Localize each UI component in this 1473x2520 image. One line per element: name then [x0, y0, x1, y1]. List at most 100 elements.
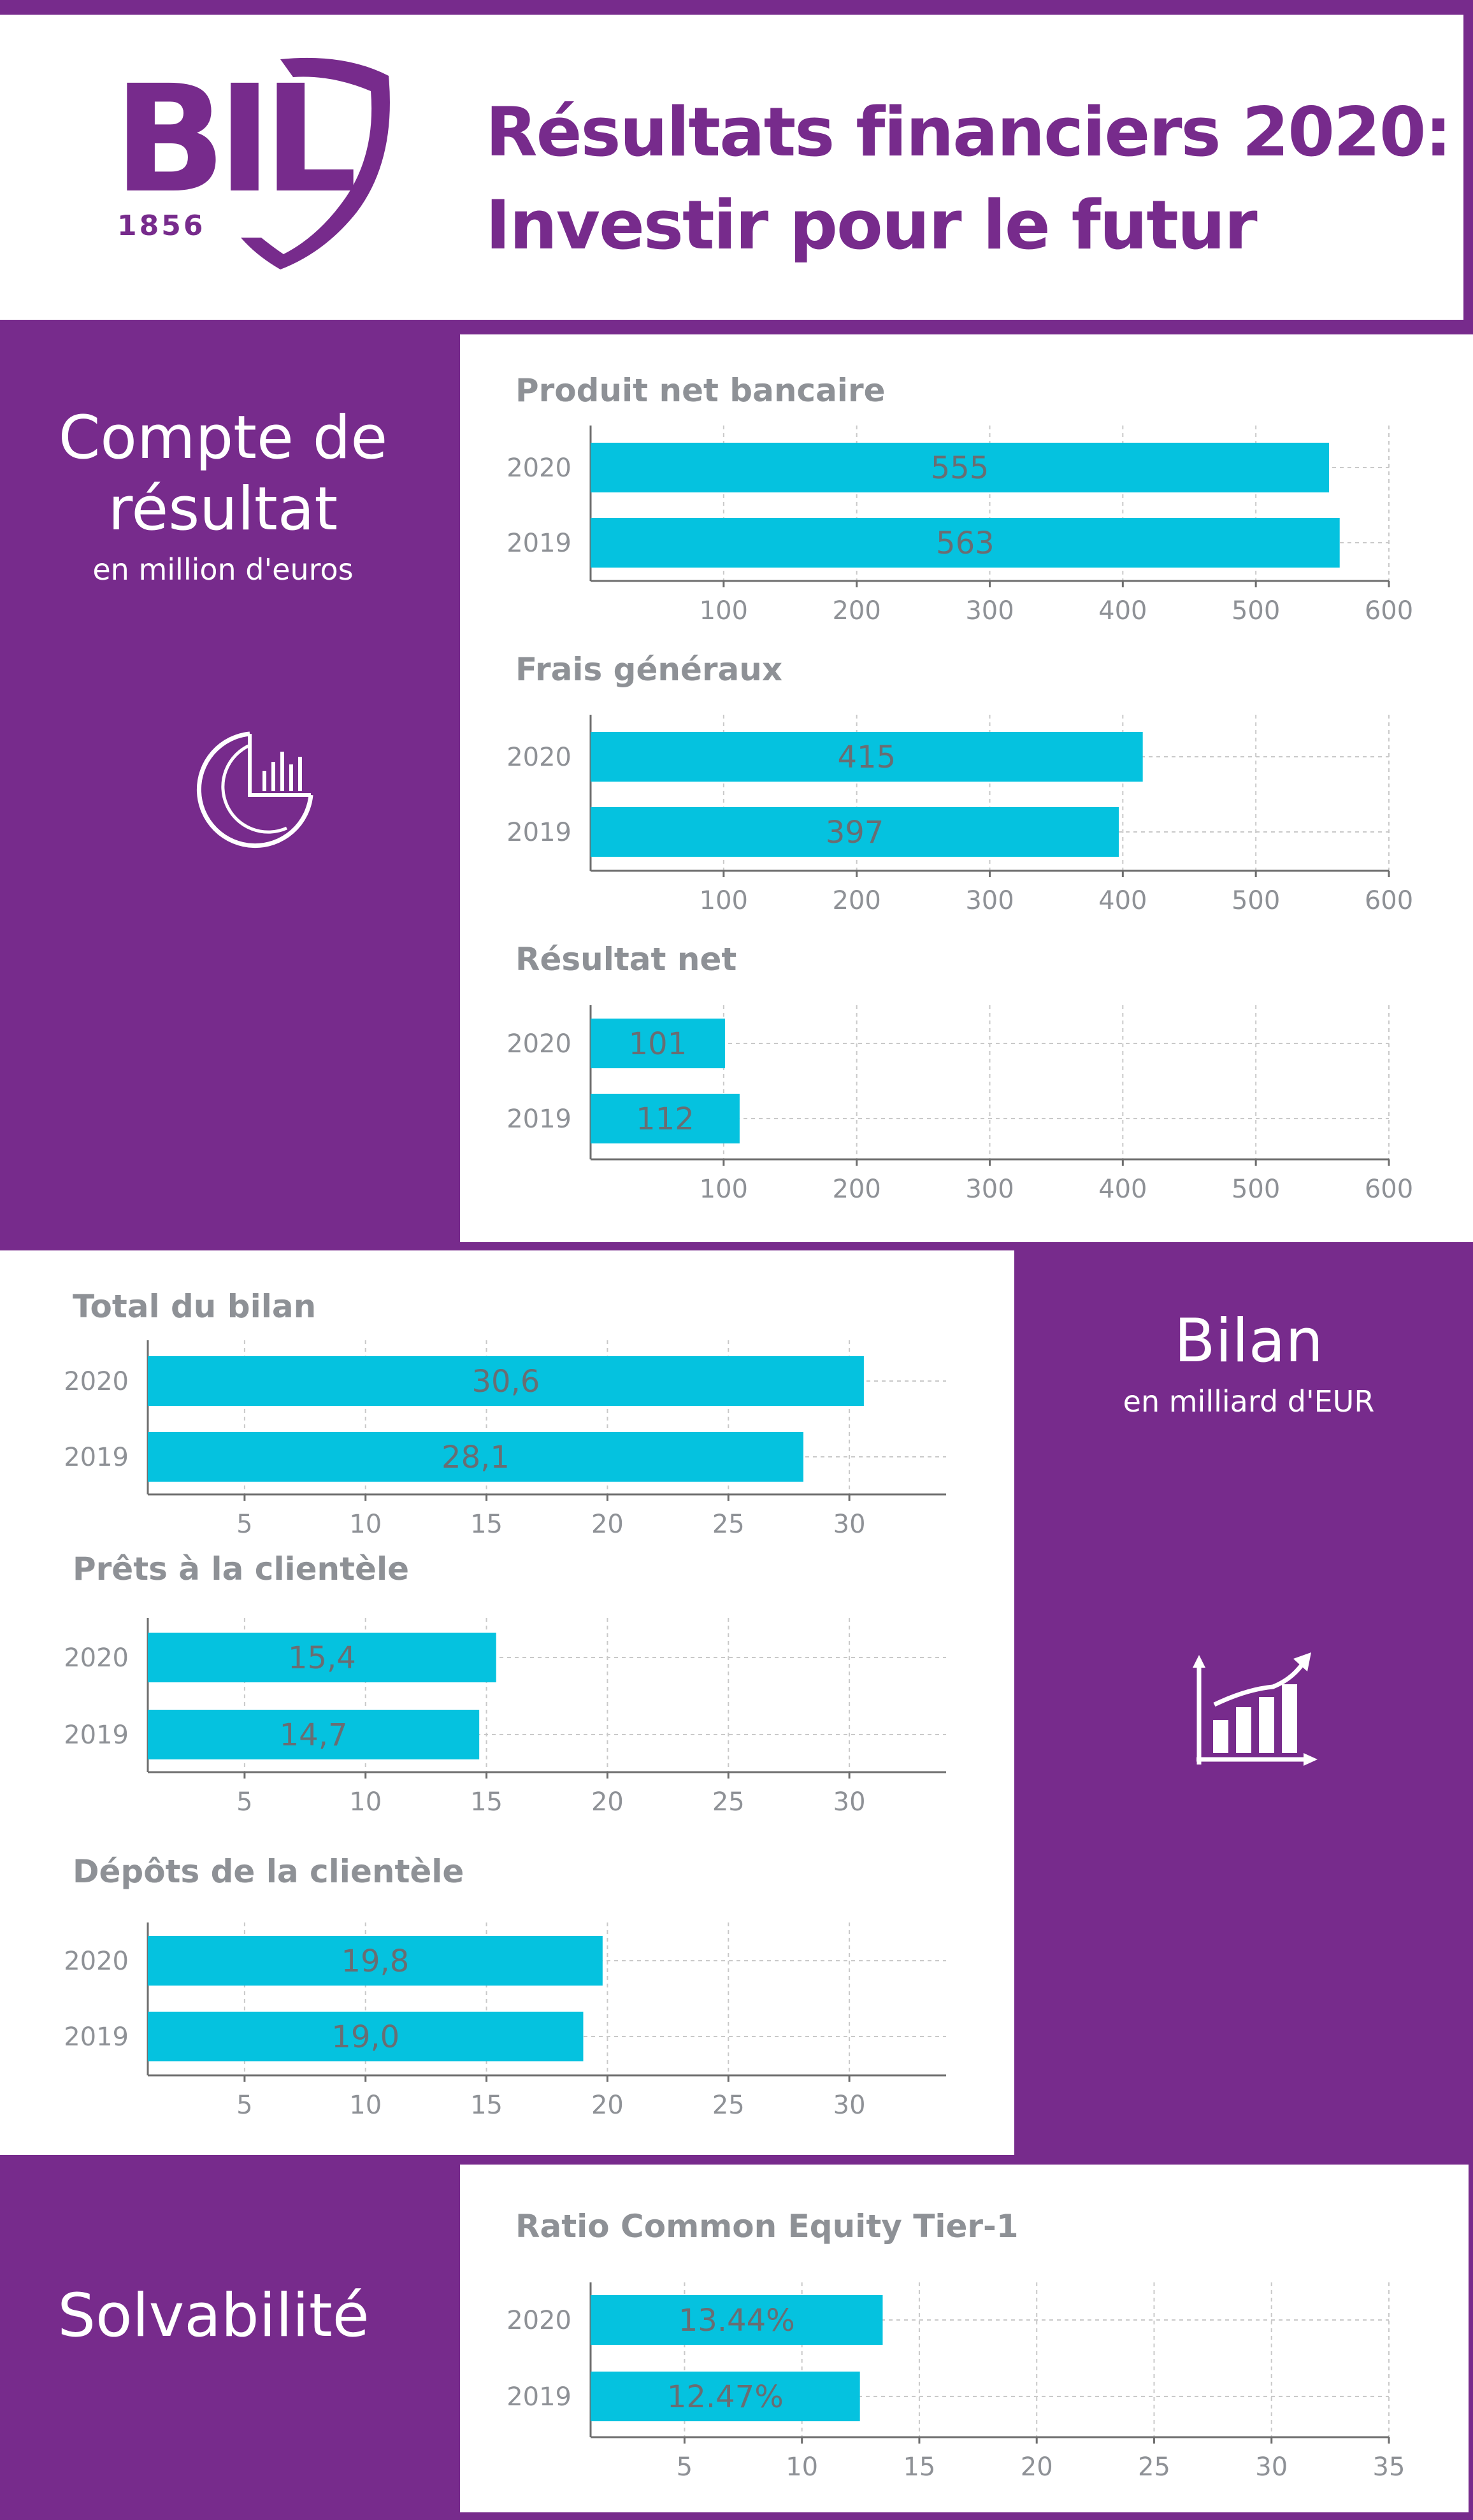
category-label: 2020	[64, 1643, 129, 1673]
tick-label: 300	[965, 886, 1014, 915]
chart-title: Ratio Common Equity Tier-1	[515, 2208, 1019, 2245]
section-title-compte-line2: résultat	[108, 475, 338, 544]
section-title-solvabilite-text: Solvabilité	[57, 2281, 370, 2351]
data-label: 12.47%	[667, 2379, 784, 2415]
data-label: 28,1	[442, 1440, 510, 1475]
section-subtitle-bilan: en milliard d'EUR	[1123, 1384, 1375, 1419]
tick-label: 5	[236, 1510, 252, 1539]
logo-text: BIL	[113, 54, 354, 226]
data-label: 14,7	[280, 1717, 348, 1753]
tick-label: 5	[677, 2452, 693, 2482]
data-label: 415	[838, 740, 896, 775]
tick-label: 5	[236, 2091, 252, 2120]
bar-2020	[148, 1936, 603, 1986]
tick-label: 400	[1098, 886, 1147, 915]
section-title-bilan-text: Bilan	[1174, 1307, 1323, 1376]
tick-label: 100	[700, 596, 748, 626]
tick-label: 200	[832, 886, 880, 915]
bar-2019	[148, 1710, 480, 1759]
chart-title: Prêts à la clientèle	[73, 1550, 409, 1587]
category-label: 2020	[507, 2306, 571, 2335]
page-title-line1: Résultats financiers 2020:	[485, 93, 1452, 171]
tick-label: 500	[1232, 1175, 1280, 1204]
bar-2019	[591, 1094, 740, 1143]
tick-label: 200	[832, 596, 880, 626]
chart-title: Produit net bancaire	[515, 372, 886, 409]
page-title-line2: Investir pour le futur	[485, 186, 1258, 264]
logo-year: 1856	[117, 210, 205, 242]
category-label: 2019	[507, 818, 571, 847]
bar-2019	[591, 807, 1119, 857]
tick-label: 15	[470, 1510, 503, 1539]
bar-2020	[591, 443, 1330, 492]
chart-title: Frais généraux	[515, 651, 782, 688]
tick-label: 300	[965, 596, 1014, 626]
data-label: 555	[931, 450, 989, 486]
tick-label: 5	[236, 1787, 252, 1817]
tick-label: 30	[833, 1510, 866, 1539]
tick-label: 30	[833, 1787, 866, 1817]
tick-label: 15	[470, 1787, 503, 1817]
section-title-bilan: Bilan en milliard d'EUR	[1051, 1306, 1446, 1422]
category-label: 2019	[507, 2382, 571, 2412]
category-label: 2020	[507, 743, 571, 772]
category-label: 2019	[507, 529, 571, 558]
tick-label: 20	[1021, 2452, 1053, 2482]
tick-label: 20	[591, 1510, 624, 1539]
tick-label: 10	[349, 1787, 382, 1817]
category-label: 2019	[64, 1443, 129, 1472]
tick-label: 25	[712, 1510, 745, 1539]
section-subtitle-compte: en million d'euros	[92, 552, 354, 587]
chart-title: Résultat net	[515, 941, 736, 978]
tick-label: 20	[591, 2091, 624, 2120]
tick-label: 25	[1138, 2452, 1170, 2482]
data-label: 112	[636, 1101, 694, 1137]
bar-2019	[148, 2012, 584, 2061]
tick-label: 200	[832, 1175, 880, 1204]
data-label: 19,0	[331, 2019, 399, 2055]
tick-label: 25	[712, 2091, 745, 2120]
tick-label: 30	[833, 2091, 866, 2120]
data-label: 19,8	[341, 1944, 409, 1979]
bar-2020	[148, 1356, 864, 1406]
tick-label: 600	[1365, 1175, 1413, 1204]
page-title: Résultats financiers 2020: Investir pour…	[485, 86, 1452, 272]
tick-label: 10	[349, 1510, 382, 1539]
tick-label: 600	[1365, 886, 1413, 915]
section-title-compte-line1: Compte de	[58, 403, 388, 473]
tick-label: 35	[1373, 2452, 1405, 2482]
data-label: 397	[826, 815, 884, 850]
tick-label: 15	[903, 2452, 935, 2482]
category-label: 2020	[64, 1947, 129, 1976]
section-title-compte: Compte de résultat en million d'euros	[13, 403, 433, 590]
bar-2019	[591, 2372, 860, 2421]
data-label: 13.44%	[679, 2303, 795, 2338]
tick-label: 100	[700, 886, 748, 915]
bar-2020	[591, 2295, 883, 2345]
tick-label: 400	[1098, 596, 1147, 626]
tick-label: 100	[700, 1175, 748, 1204]
category-label: 2020	[507, 1029, 571, 1059]
data-label: 563	[936, 526, 995, 561]
data-label: 15,4	[288, 1640, 356, 1676]
header-panel: BIL 1856 Résultats financiers 2020: Inve…	[0, 10, 1469, 325]
bar-2019	[148, 1432, 803, 1482]
logo-shield-icon	[241, 57, 390, 270]
bar-2020	[148, 1633, 496, 1682]
tick-label: 500	[1232, 596, 1280, 626]
bar-2020	[591, 732, 1143, 782]
tick-label: 30	[1255, 2452, 1288, 2482]
data-label: 101	[629, 1026, 687, 1062]
data-label: 30,6	[472, 1364, 540, 1400]
chart-title: Dépôts de la clientèle	[73, 1853, 464, 1890]
category-label: 2020	[64, 1367, 129, 1396]
tick-label: 10	[349, 2091, 382, 2120]
tick-label: 500	[1232, 886, 1280, 915]
tick-label: 25	[712, 1787, 745, 1817]
